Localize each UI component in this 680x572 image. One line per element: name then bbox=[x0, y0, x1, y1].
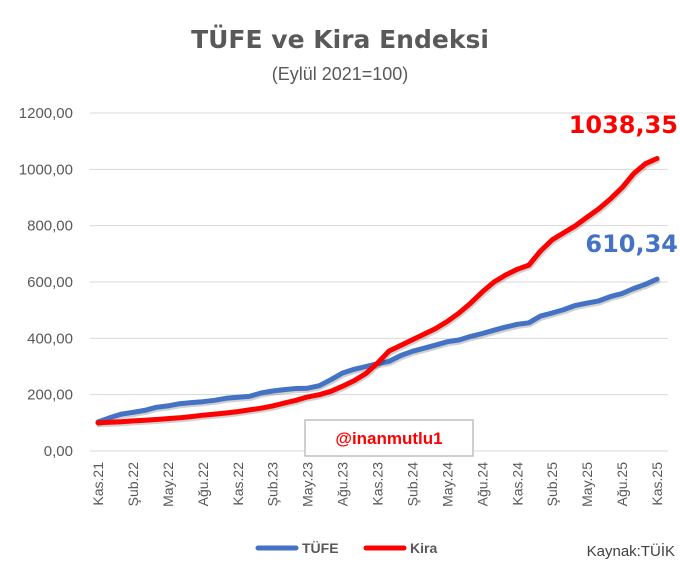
watermark-box bbox=[304, 419, 474, 457]
x-tick-label: Ağu.25 bbox=[614, 462, 630, 507]
source-note: Kaynak:TÜİK bbox=[587, 542, 675, 560]
y-tick-label: 600,00 bbox=[27, 274, 73, 291]
x-tick-label: Kas.23 bbox=[370, 462, 386, 506]
x-tick-label: Şub.24 bbox=[404, 462, 420, 507]
x-tick-label: Kas.25 bbox=[649, 462, 665, 506]
y-tick-label: 1000,00 bbox=[19, 161, 73, 178]
x-tick-label: Ağu.24 bbox=[474, 462, 490, 507]
series-shadow bbox=[96, 158, 661, 428]
legend-tufe: TÜFE bbox=[302, 540, 339, 556]
x-tick-label: Kas.22 bbox=[230, 462, 246, 506]
x-tick-label: May.25 bbox=[579, 462, 595, 507]
x-tick-label: May.22 bbox=[160, 462, 176, 507]
y-tick-label: 1200,00 bbox=[19, 105, 73, 122]
y-tick-label: 200,00 bbox=[27, 387, 73, 404]
tufe-end-label: 610,34 bbox=[585, 230, 678, 258]
x-tick-label: Kas.21 bbox=[90, 462, 106, 506]
legend-kira: Kira bbox=[410, 540, 437, 556]
x-tick-label: Kas.24 bbox=[509, 462, 525, 506]
watermark: @inanmutlu1 bbox=[335, 429, 442, 448]
legend: TÜFE Kira bbox=[255, 540, 437, 556]
y-tick-label: 800,00 bbox=[27, 218, 73, 235]
kira-end-label: 1038,35 bbox=[569, 111, 678, 139]
x-tick-label: May.23 bbox=[300, 462, 316, 507]
x-tick-label: Ağu.23 bbox=[335, 462, 351, 507]
x-tick-label: Şub.25 bbox=[544, 462, 560, 507]
series-line-kira bbox=[95, 156, 660, 426]
x-tick-label: Ağu.22 bbox=[195, 462, 211, 507]
x-tick-label: May.24 bbox=[439, 462, 455, 507]
x-tick-label: Şub.23 bbox=[265, 462, 281, 507]
y-tick-label: 400,00 bbox=[27, 330, 73, 347]
x-tick-label: Şub.22 bbox=[125, 462, 141, 507]
series-line-tufe bbox=[95, 276, 660, 425]
y-tick-label: 0,00 bbox=[44, 443, 73, 460]
chart-subtitle: (Eylül 2021=100) bbox=[272, 64, 409, 84]
chart-title: TÜFE ve Kira Endeksi bbox=[191, 24, 489, 54]
